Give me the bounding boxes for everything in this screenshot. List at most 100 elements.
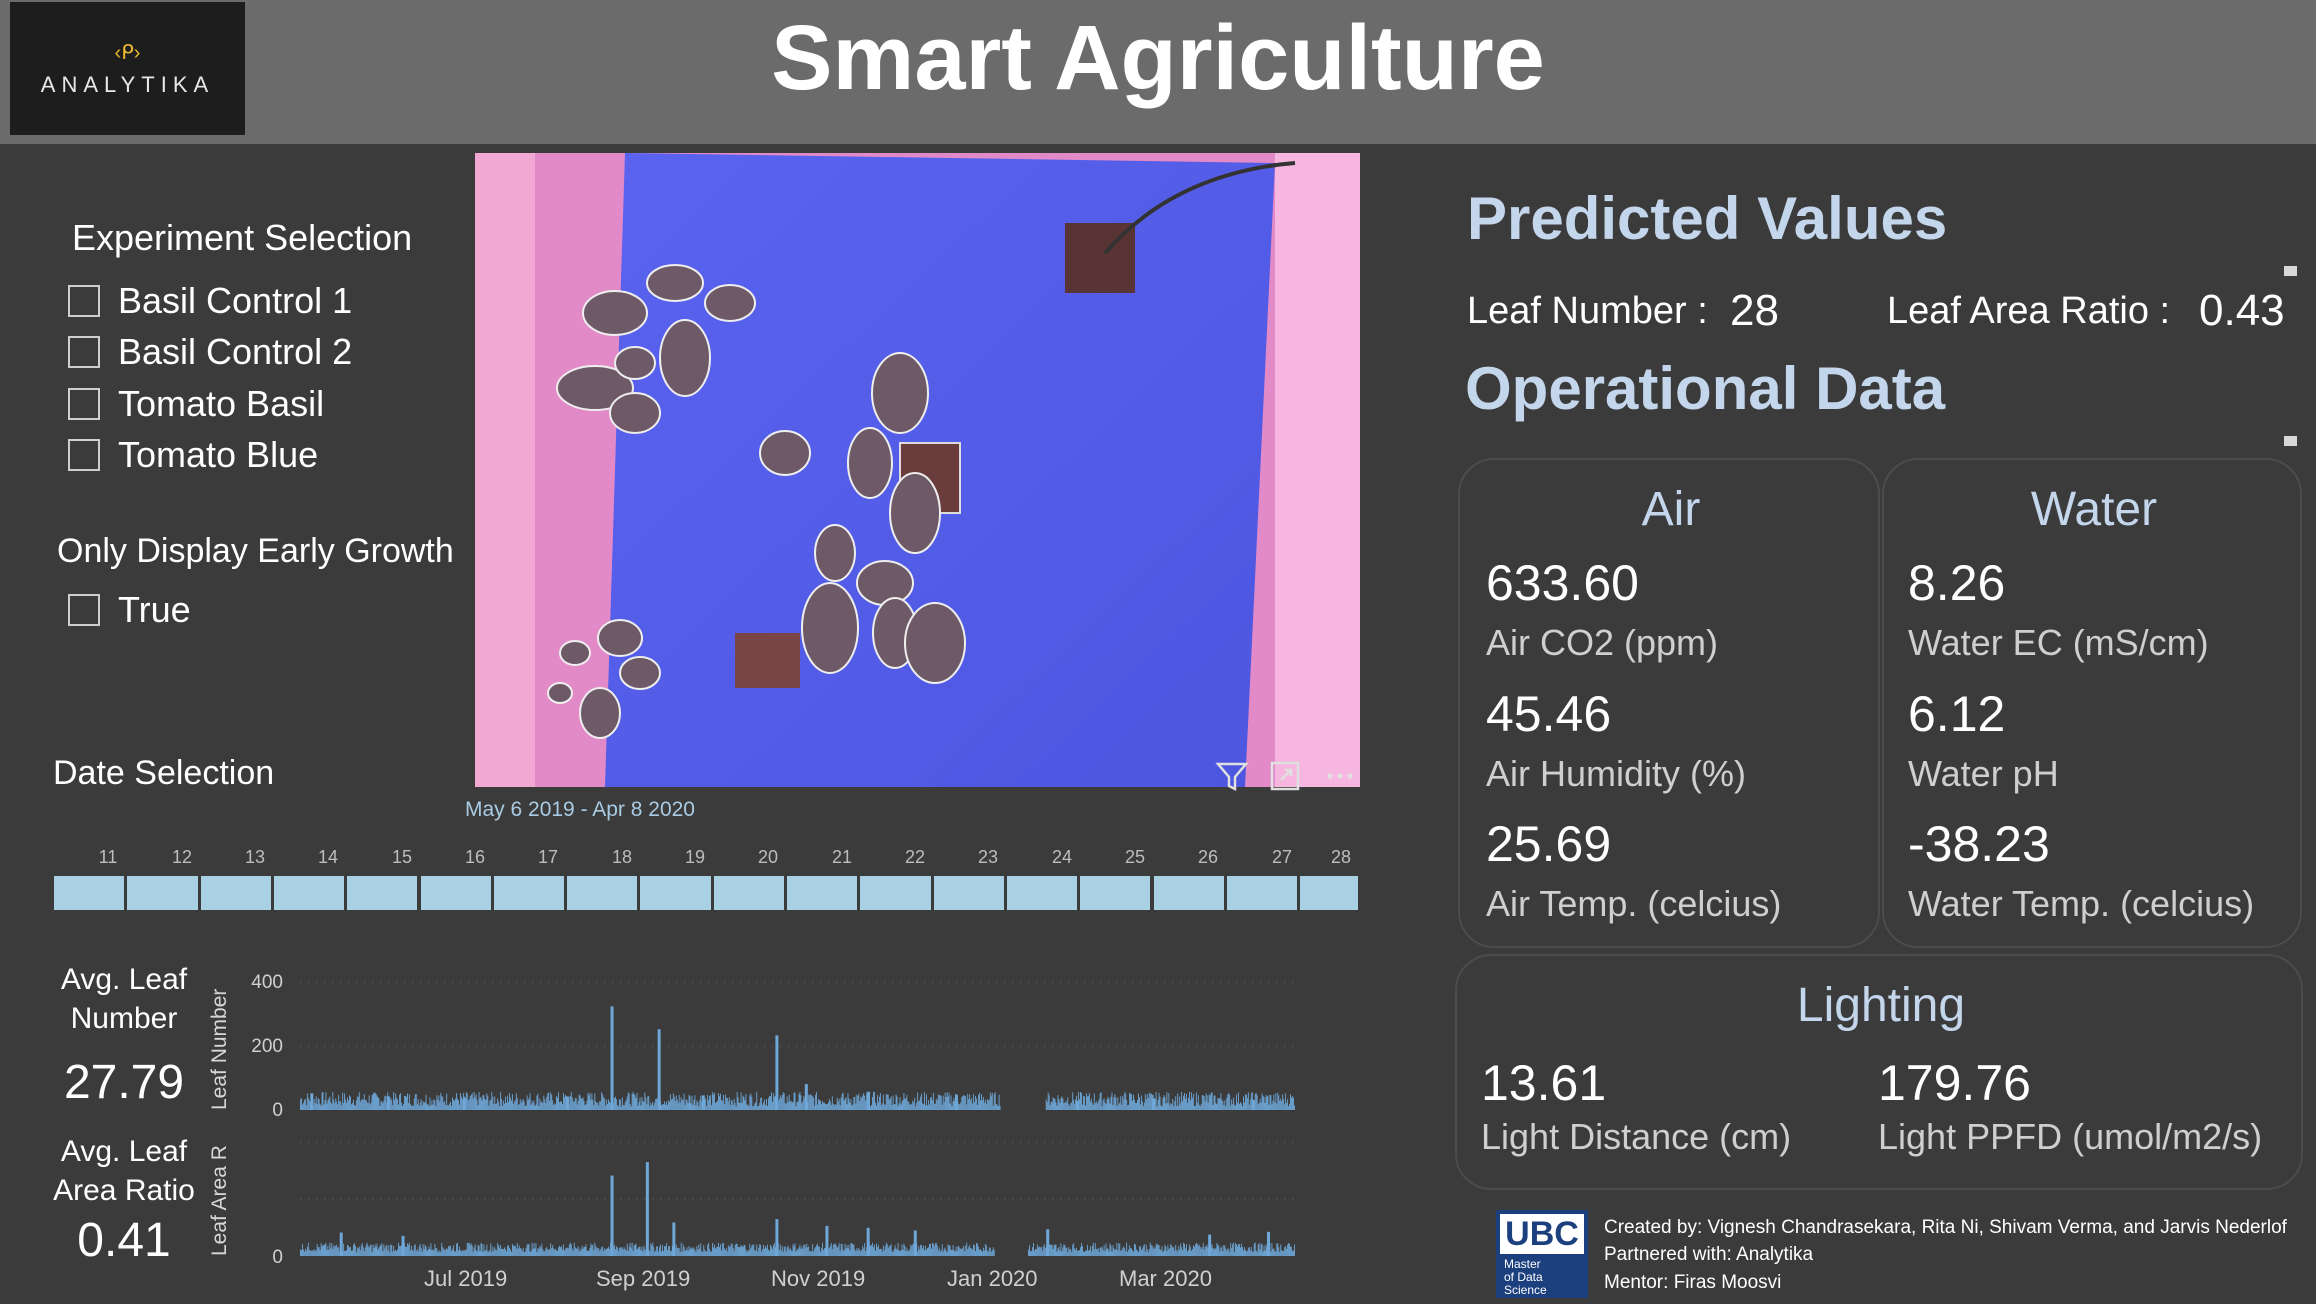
chart-bar <box>341 1105 343 1110</box>
timeline-segment[interactable] <box>640 876 711 910</box>
timeline-segment[interactable] <box>1153 876 1224 910</box>
chart-bar <box>1049 1104 1051 1110</box>
chart-bar <box>1242 1247 1243 1256</box>
chart-bar <box>486 1244 488 1256</box>
timeline-segment[interactable] <box>493 876 565 910</box>
chart-bar <box>1275 1093 1277 1110</box>
experiment-option-basil-control-1[interactable]: Basil Control 1 <box>68 280 352 321</box>
chart-bar <box>988 1099 990 1110</box>
timeline-segment[interactable] <box>54 876 125 910</box>
chart-bar <box>631 1242 633 1256</box>
checkbox[interactable] <box>68 285 100 317</box>
chart-bar <box>1280 1244 1282 1256</box>
timeline-segment[interactable] <box>347 876 418 910</box>
chart-bar <box>654 1102 656 1110</box>
chart-bar <box>1151 1094 1153 1110</box>
chart-bar <box>1036 1244 1038 1256</box>
chart-bar <box>995 1103 997 1110</box>
experiment-option-basil-control-2[interactable]: Basil Control 2 <box>68 331 352 372</box>
experiment-option-tomato-basil[interactable]: Tomato Basil <box>68 383 324 424</box>
chart-bar <box>1032 1247 1033 1256</box>
ubc-logo-text: UBC <box>1500 1214 1584 1254</box>
experiment-option-tomato-blue[interactable]: Tomato Blue <box>68 434 318 475</box>
chart-bar <box>360 1245 362 1256</box>
checkbox[interactable] <box>68 336 100 368</box>
chart-bar <box>850 1099 852 1110</box>
chart-bar <box>769 1096 770 1110</box>
timeline-segment[interactable] <box>713 876 784 910</box>
chart-bar <box>315 1250 317 1256</box>
timeline-segment[interactable] <box>933 876 1004 910</box>
chart-bar <box>1060 1243 1062 1256</box>
chart-bar <box>705 1251 707 1256</box>
chart-bar <box>1230 1242 1232 1256</box>
chart-bar <box>1094 1103 1096 1110</box>
timeline-tick: 15 <box>391 847 413 867</box>
chart-bar <box>909 1249 911 1256</box>
chart-bar <box>455 1098 456 1110</box>
checkbox[interactable] <box>68 388 100 420</box>
chart-bar <box>937 1250 939 1256</box>
chart-bar <box>1181 1247 1183 1256</box>
chart-bar <box>535 1243 537 1256</box>
chart-bar <box>856 1094 858 1110</box>
timeline-segment[interactable] <box>860 876 931 910</box>
chart-bar <box>820 1100 821 1110</box>
date-timeline-slider[interactable] <box>52 876 1358 910</box>
chart-bar <box>1093 1249 1095 1256</box>
early-growth-option-true[interactable]: True <box>68 589 191 630</box>
checkbox[interactable] <box>68 594 100 626</box>
chart-bar <box>661 1251 663 1256</box>
timeline-segment[interactable] <box>1006 876 1078 910</box>
timeline-segment[interactable] <box>127 876 198 910</box>
chart-bar <box>399 1245 401 1256</box>
chart-bar <box>964 1095 966 1110</box>
chart-bar <box>1280 1098 1282 1110</box>
chart-bar <box>1051 1102 1053 1110</box>
chart-bar <box>951 1105 953 1110</box>
chart-bar <box>1185 1248 1186 1256</box>
chart-bar <box>1294 1244 1295 1256</box>
filter-icon[interactable] <box>1212 756 1252 796</box>
more-options-icon[interactable] <box>1320 756 1360 796</box>
chart-bar <box>539 1098 541 1110</box>
timeline-segment[interactable] <box>1080 876 1151 910</box>
timeline-segment[interactable] <box>567 876 638 910</box>
chart-bar <box>1194 1105 1196 1110</box>
chart-bar <box>921 1093 923 1110</box>
chart-bar <box>892 1095 894 1110</box>
chart-bar <box>718 1096 720 1110</box>
chart-bar <box>1127 1251 1129 1256</box>
expand-icon[interactable] <box>1265 756 1305 796</box>
chart-bar <box>1242 1096 1244 1110</box>
chart-bar <box>548 1249 550 1256</box>
timeline-segment[interactable] <box>1300 876 1358 910</box>
chart-bar <box>371 1251 373 1256</box>
chart-bar <box>468 1242 470 1256</box>
chart-bar <box>619 1247 621 1256</box>
chart-bar <box>1197 1245 1199 1256</box>
timeline-segment[interactable] <box>420 876 491 910</box>
chart-bar <box>922 1248 924 1256</box>
chart-bar <box>705 1098 707 1110</box>
checkbox[interactable] <box>68 439 100 471</box>
chart-bar <box>1130 1093 1132 1110</box>
timeline-segment[interactable] <box>1226 876 1298 910</box>
chart-bar <box>1119 1244 1121 1256</box>
chart-bar <box>301 1244 303 1256</box>
timeline-segment[interactable] <box>273 876 345 910</box>
chart-bar <box>532 1248 534 1256</box>
chart-bar <box>1139 1246 1141 1256</box>
chart-bar <box>1248 1246 1250 1256</box>
chart-bar <box>863 1248 865 1256</box>
chart-bar <box>1269 1095 1271 1110</box>
chart-bar <box>760 1098 762 1110</box>
chart-bar <box>1175 1096 1177 1110</box>
chart-bar <box>1123 1099 1125 1110</box>
chart-bar <box>749 1243 751 1256</box>
timeline-segment[interactable] <box>200 876 271 910</box>
chart-bar <box>492 1096 494 1110</box>
chart-bar <box>857 1250 859 1256</box>
chart-bar <box>451 1250 453 1256</box>
timeline-segment[interactable] <box>787 876 858 910</box>
